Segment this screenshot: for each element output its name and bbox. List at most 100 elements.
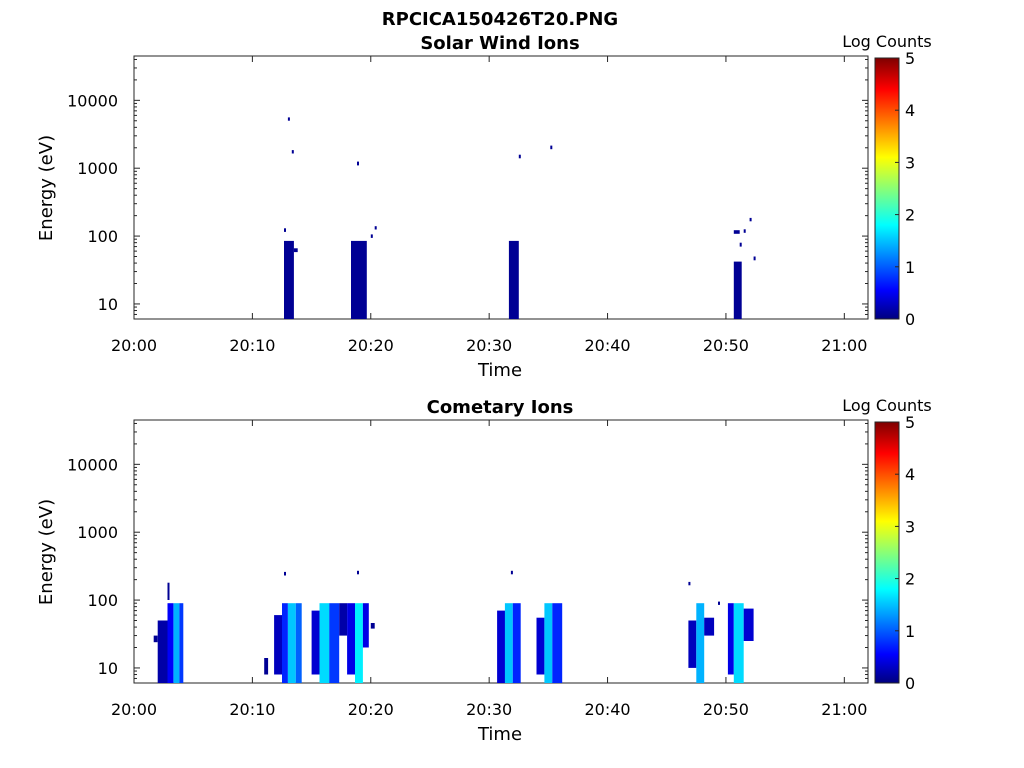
colorbar-tick-label: 4 <box>905 465 915 484</box>
colorbar-tick-label: 4 <box>905 101 915 120</box>
y-tick-label: 100 <box>87 227 118 246</box>
colorbar-tick-label: 3 <box>905 153 915 172</box>
heatmap-cell <box>357 161 359 166</box>
heatmap-cell <box>512 603 521 683</box>
x-tick-label: 20:30 <box>466 700 512 719</box>
x-axis-ticks: 20:00 20:10 20:20 20:30 20:40 20:50 21:00 <box>111 420 867 719</box>
heatmap-cell <box>284 240 294 319</box>
y-axis-ticks: 10 100 1000 10000 <box>67 422 868 684</box>
colorbar <box>874 421 900 684</box>
y-tick-label: 10 <box>98 659 118 678</box>
y-tick-label: 1000 <box>77 523 118 542</box>
heatmap-cell <box>167 582 170 600</box>
heatmap-cell <box>282 603 288 683</box>
x-axis-ticks: 20:00 20:10 20:20 20:30 20:40 20:50 21:00 <box>111 56 867 355</box>
heatmap-cell <box>362 603 369 648</box>
heatmap-cell <box>284 228 286 232</box>
heatmap-cell <box>295 603 302 683</box>
heatmap-cell <box>291 150 294 154</box>
x-tick-label: 20:20 <box>348 700 394 719</box>
heatmap-cell <box>718 601 720 605</box>
heatmap-cell <box>518 154 521 159</box>
x-tick-label: 21:00 <box>821 700 867 719</box>
y-axis-label: Energy (eV) <box>36 499 57 605</box>
y-tick-label: 10000 <box>67 455 118 474</box>
heatmap-cell <box>339 603 348 636</box>
y-axis-label: Energy (eV) <box>36 135 57 241</box>
heatmap-cell <box>167 603 174 683</box>
heatmap-cells <box>284 117 756 319</box>
heatmap-cell <box>347 603 355 675</box>
x-tick-label: 20:10 <box>229 336 275 355</box>
colorbar-tick-label: 5 <box>905 413 915 432</box>
heatmap-cell <box>173 603 180 683</box>
heatmap-cell <box>274 615 282 675</box>
heatmap-cell <box>319 603 330 683</box>
y-tick-label: 10 <box>98 295 118 314</box>
heatmap-cell <box>688 581 691 586</box>
heatmap-cell <box>357 570 359 575</box>
colorbar-tick-label: 3 <box>905 517 915 536</box>
heatmap-cell <box>284 571 286 576</box>
colorbar <box>874 57 900 320</box>
heatmap-cell <box>696 603 705 683</box>
colorbar-tick-label: 2 <box>905 570 915 589</box>
x-tick-label: 21:00 <box>821 336 867 355</box>
heatmap-cell <box>351 240 367 319</box>
colorbar-ticks: 0 1 2 3 4 5 <box>895 413 915 693</box>
x-tick-label: 20:50 <box>703 700 749 719</box>
heatmap-cell <box>753 256 756 261</box>
heatmap-cell <box>264 658 269 675</box>
x-axis-label: Time <box>477 724 522 745</box>
x-tick-label: 20:40 <box>584 336 630 355</box>
heatmap-cell <box>179 603 184 683</box>
x-tick-label: 20:00 <box>111 700 157 719</box>
heatmap-cell <box>370 234 373 238</box>
y-tick-label: 100 <box>87 591 118 610</box>
heatmap-cells <box>153 570 754 683</box>
heatmap-cell <box>311 610 320 675</box>
heatmap-cell <box>497 610 505 683</box>
x-tick-label: 20:50 <box>703 336 749 355</box>
y-tick-label: 10000 <box>67 91 118 110</box>
heatmap-cell <box>552 603 563 683</box>
heatmap-cell <box>727 603 734 675</box>
y-axis-ticks: 10 100 1000 10000 <box>67 58 868 320</box>
x-tick-label: 20:00 <box>111 336 157 355</box>
x-tick-label: 20:20 <box>348 336 394 355</box>
plot-area <box>133 55 869 320</box>
heatmap-cell <box>749 217 752 222</box>
heatmap-cell <box>504 603 513 683</box>
heatmap-cell <box>688 620 697 668</box>
colorbar-ticks: 0 1 2 3 4 5 <box>895 49 915 329</box>
heatmap-cell <box>508 240 519 319</box>
x-axis-label: Time <box>477 360 522 381</box>
colorbar-label: Log Counts <box>842 396 932 415</box>
panel-title: Cometary Ions <box>427 397 574 418</box>
heatmap-cell <box>743 608 754 641</box>
heatmap-cell <box>329 603 340 683</box>
colorbar-tick-label: 0 <box>905 310 915 329</box>
heatmap-cell <box>743 229 746 233</box>
heatmap-cell <box>287 117 290 121</box>
heatmap-cell <box>550 145 553 150</box>
colorbar-tick-label: 1 <box>905 622 915 641</box>
x-tick-label: 20:30 <box>466 336 512 355</box>
heatmap-cell <box>510 570 513 575</box>
heatmap-cell <box>287 603 296 683</box>
heatmap-cell <box>157 620 168 683</box>
heatmap-cell <box>544 603 553 683</box>
heatmap-cell <box>733 603 744 683</box>
panel-title: Solar Wind Ions <box>420 33 579 54</box>
colorbar-label: Log Counts <box>842 32 932 51</box>
panel-solar-wind-ions: Solar Wind Ions 20:00 20:10 20:20 20:30 20:4… <box>36 32 932 381</box>
heatmap-cell <box>153 635 158 643</box>
heatmap-cell <box>536 617 545 675</box>
heatmap-cell <box>733 230 740 234</box>
heatmap-cell <box>355 603 363 683</box>
heatmap-cell <box>293 248 298 253</box>
heatmap-cell <box>733 261 742 319</box>
panel-cometary-ions: Cometary Ions 20:00 20:10 20:20 20:30 20:40 2… <box>36 396 932 745</box>
x-tick-label: 20:10 <box>229 700 275 719</box>
